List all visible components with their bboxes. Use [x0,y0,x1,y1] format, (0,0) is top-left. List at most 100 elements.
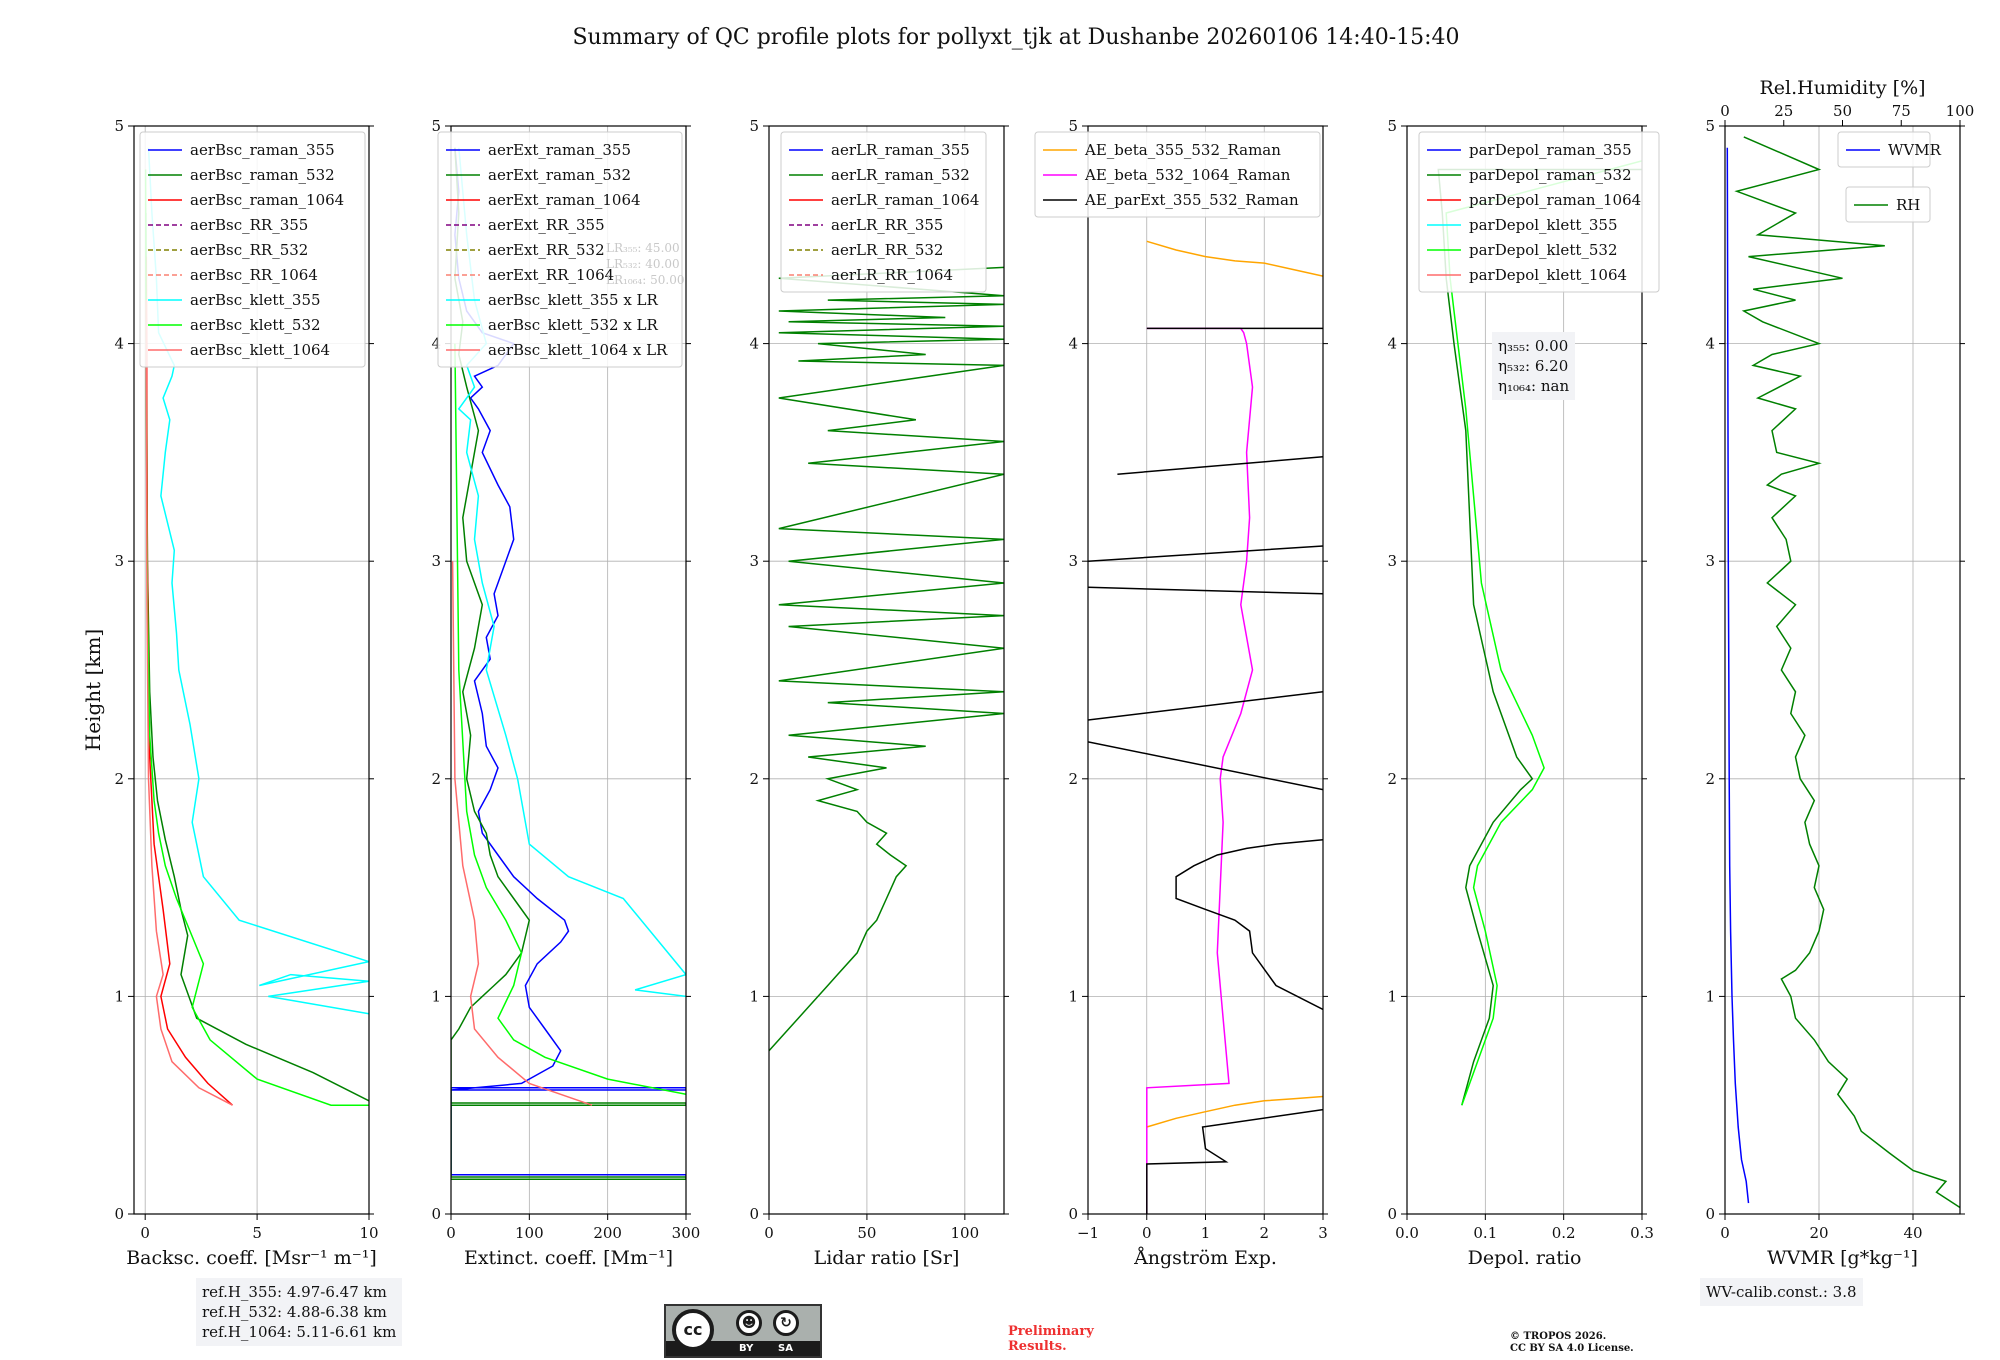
y-tick-label: 5 [1068,117,1078,135]
y-tick-label: 5 [1387,117,1397,135]
extinction-legend: aerExt_raman_355 aerExt_raman_532 aerExt_r… [437,131,683,368]
share-alike-icon: ↻ [773,1310,799,1336]
x-axis-label: Lidar ratio [Sr] [814,1247,960,1269]
y-tick-label: 1 [1387,987,1397,1005]
y-tick-label: 0 [749,1205,759,1223]
x-tick-label: 0.2 [1552,1224,1576,1242]
series-line-aerlr-raman-532 [769,266,1004,1052]
legend-label: parDepol_klett_1064 [1469,266,1627,284]
x-tick-label: 100 [515,1224,544,1242]
y-tick-label: 5 [749,117,759,135]
y-tick-label: 2 [1705,770,1715,788]
ref-height-1064: ref.H_1064: 5.11-6.61 km [202,1323,397,1341]
y-tick-label: 0 [1387,1205,1397,1223]
legend-label: aerExt_raman_532 [488,166,631,184]
copyright-line-1: © TROPOS 2026. [1510,1331,1607,1342]
x-axis-label: Ångström Exp. [1133,1247,1277,1269]
extinction-panel: 0 100 200 300 0 1 2 3 4 5 Extinct. coeff. [Mm⁻¹] ae… [431,117,700,1269]
plot-frame [450,125,687,1215]
series-line-pardepol-klett-532 [1445,160,1642,1106]
series-line-ae-parext-355-532-raman [1088,327,1323,1214]
legend-label: aerLR_raman_355 [831,141,970,159]
legend-label: parDepol_klett_355 [1469,216,1618,234]
series-line-aerbsc-klett-1064-x-lr [451,561,593,1106]
legend-label: AE_parExt_355_532_Raman [1084,191,1299,209]
figure-title: Summary of QC profile plots for pollyxt_… [572,25,1459,50]
y-tick-label: 1 [749,987,759,1005]
top-tick-label: 100 [1946,102,1975,120]
x-tick-label: 1 [1201,1224,1211,1242]
plot-frame [133,125,370,1215]
plot-frame [1406,125,1643,1215]
legend-label: aerBsc_RR_1064 [190,266,318,284]
top-tick-label: 50 [1833,102,1852,120]
legend-label: aerExt_RR_355 [488,216,605,234]
series-line-ae-beta-355-532-raman [1146,240,1323,1128]
x-axis-label: WVMR [g*kg⁻¹] [1767,1247,1918,1269]
y-tick-label: 2 [1068,770,1078,788]
series-line-aerext-raman-355 [451,147,686,1180]
legend-label: AE_beta_355_532_Raman [1084,141,1281,159]
wvmr-panel: 0 20 40 0 1 2 3 4 5 WVMR [g*kg⁻¹] 0 25 50 75 100 Rel.Hu… [1705,77,1974,1269]
legend-label: parDepol_raman_532 [1469,166,1632,184]
y-tick-label: 5 [114,117,124,135]
x-tick-label: 0.1 [1473,1224,1497,1242]
legend-frame [1418,131,1660,293]
preliminary-note: Preliminary Results. [1008,1324,1094,1354]
y-tick-label: 0 [114,1205,124,1223]
eta-1064: η₁₀₆₄: nan [1498,377,1570,395]
y-tick-label: 0 [1068,1205,1078,1223]
angstrom-legend: AE_beta_355_532_Raman AE_beta_532_1064_Ra… [1034,131,1321,218]
x-tick-label: 0 [764,1224,774,1242]
legend-label: aerBsc_klett_1064 x LR [488,341,668,359]
y-tick-label: 4 [114,335,124,353]
ref-height-532: ref.H_532: 4.88-6.38 km [202,1303,387,1321]
y-tick-label: 4 [1387,335,1397,353]
y-tick-label: 3 [431,552,441,570]
legend-label: RH [1896,196,1920,214]
lr-532: LR₅₃₂: 40.00 [606,257,680,271]
legend-label: aerBsc_klett_532 [190,316,321,334]
backscatter-panel: 0 5 10 0 1 2 3 4 5 Backsc. coeff. [Msr⁻¹ m⁻¹] aerB… [114,117,378,1269]
legend-label: AE_beta_532_1064_Raman [1084,166,1291,184]
wv-calib-const: WV-calib.const.: 3.8 [1706,1283,1857,1301]
x-tick-label: 5 [252,1224,262,1242]
x-tick-label: 0.0 [1395,1224,1419,1242]
eta-532: η₅₃₂: 6.20 [1498,357,1569,375]
legend-label: aerBsc_raman_1064 [190,191,344,209]
series-line-wvmr [1726,147,1750,1204]
badge-by-label: BY [739,1343,754,1354]
series-line-ae-beta-532-1064-raman [1146,327,1254,1214]
plot-frame [768,125,1005,1215]
ref-height-355: ref.H_355: 4.97-6.47 km [202,1283,387,1301]
legend-frame [1034,131,1321,218]
wvmr-legend: WVMR [1837,131,1942,168]
x-axis-label: Extinct. coeff. [Mm⁻¹] [464,1247,673,1269]
y-tick-label: 5 [1705,117,1715,135]
legend-label: parDepol_raman_1064 [1469,191,1641,209]
y-tick-label: 5 [431,117,441,135]
legend-label: aerBsc_klett_532 x LR [488,316,659,334]
series-line-aerbsc-raman-1064 [145,256,233,1106]
series-line-rh [1734,136,1960,1209]
depol-panel: 0.0 0.1 0.2 0.3 0 1 2 3 4 5 Depol. ratio parDepol_r… [1387,117,1660,1269]
x-tick-label: 0 [1720,1224,1730,1242]
y-tick-label: 3 [1387,552,1397,570]
series-line-pardepol-raman-532 [1437,168,1642,1106]
x-tick-label: 100 [951,1224,980,1242]
y-tick-label: 4 [749,335,759,353]
lidar_ratio-panel: 0 50 100 0 1 2 3 4 5 Lidar ratio [Sr] aerLR_raman_… [749,117,1009,1269]
legend-label: aerBsc_raman_355 [190,141,335,159]
legend-label: aerBsc_RR_532 [190,241,308,259]
legend-label: aerBsc_klett_355 x LR [488,291,659,309]
legend-label: aerBsc_raman_532 [190,166,335,184]
x-axis-label: Backsc. coeff. [Msr⁻¹ m⁻¹] [126,1247,377,1269]
ref-heights-box: ref.H_355: 4.97-6.47 km ref.H_532: 4.88-… [196,1278,403,1346]
x-tick-label: 2 [1259,1224,1269,1242]
y-tick-label: 3 [1705,552,1715,570]
copyright-line-2: CC BY SA 4.0 License. [1510,1343,1634,1354]
legend-label: aerLR_RR_1064 [831,266,953,284]
x-tick-label: 40 [1903,1224,1922,1242]
series-line-aerext-raman-532 [451,147,686,1180]
legend-label: aerExt_raman_355 [488,141,631,159]
